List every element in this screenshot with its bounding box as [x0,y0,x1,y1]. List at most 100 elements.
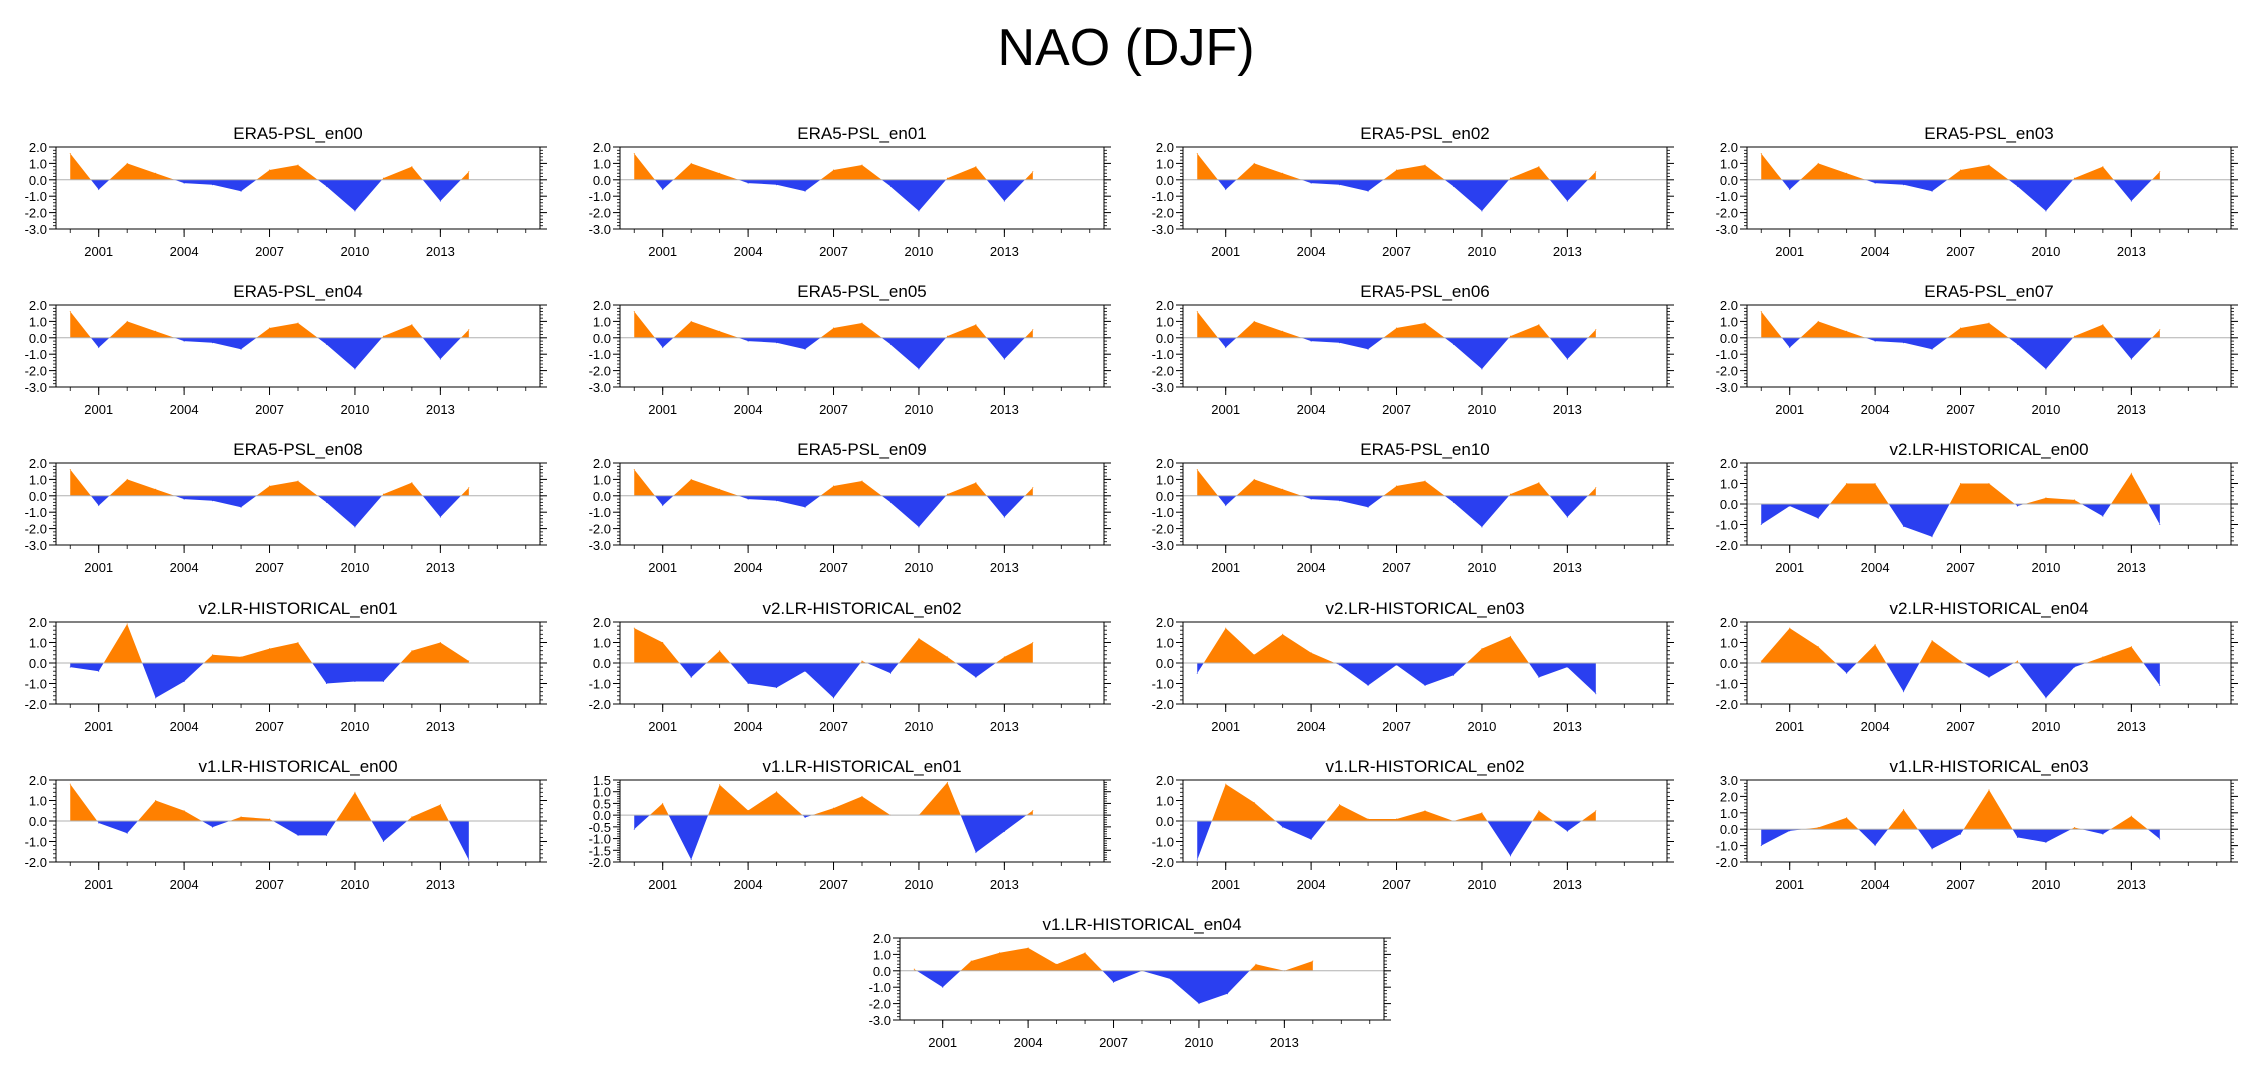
y-tick-label: -1.0 [589,505,611,520]
y-tick-label: 2.0 [873,931,891,946]
data-point [889,672,891,674]
data-point [946,656,948,658]
data-point [747,683,749,684]
panel-4: ERA5-PSL_en03 2.01.0 0.0-1.0 -2.0-3.0 2001 20… [1716,124,2238,259]
y-tick-label: -2.0 [1152,697,1174,712]
positive-area [634,782,1033,816]
data-point [98,822,100,824]
data-point [468,329,470,331]
y-tick-label: -2.0 [1152,364,1174,379]
data-point [382,335,384,337]
data-point [1003,656,1005,658]
x-tick-label: 2001 [648,402,677,417]
data-point [1509,855,1511,857]
data-point [1396,169,1398,171]
data-point [776,184,778,186]
x-tick-label: 2004 [1297,877,1326,892]
data-point [1367,685,1369,687]
panel-5: ERA5-PSL_en04 2.01.0 0.0-1.0 -2.0-3.0 2001 20… [25,282,547,417]
data-point [1032,171,1034,173]
data-point [776,342,778,344]
data-point [1003,358,1005,360]
data-point [2073,499,2075,501]
data-point [747,809,749,811]
data-point [411,482,413,484]
data-point [1874,483,1876,484]
data-point [1003,200,1005,202]
x-tick-label: 2013 [990,877,1019,892]
data-point [1874,644,1876,646]
data-point [1760,311,1762,313]
data-point [889,501,891,503]
x-tick-label: 2010 [2031,560,2060,575]
data-point [1595,810,1597,812]
y-tick-label: -2.0 [25,364,47,379]
data-point [1931,348,1933,350]
data-point [1509,177,1511,179]
data-point [1282,330,1284,332]
data-point [126,320,128,322]
y-tick-label: 1.5 [593,773,611,788]
data-point [690,859,692,861]
panel-title: v1.LR-HISTORICAL_en03 [1889,757,2088,776]
x-tick-label: 2013 [2117,402,2146,417]
x-tick-label: 2010 [2031,402,2060,417]
data-point [1367,190,1369,192]
data-point [240,656,242,658]
x-tick-label: 2007 [819,402,848,417]
plot-frame [1182,304,1668,388]
data-point [354,680,356,682]
x-tick-label: 2007 [819,877,848,892]
data-point [861,322,863,324]
data-point [1424,685,1426,687]
x-tick-label: 2004 [734,402,763,417]
data-point [1509,635,1511,637]
y-tick-label: 1.0 [29,636,47,651]
x-tick-label: 2007 [255,877,284,892]
data-point [1538,166,1540,168]
data-point [1846,172,1848,174]
data-point [1817,162,1819,164]
positive-area [634,153,1033,180]
y-tick-label: 1.0 [1156,794,1174,809]
panel-10: ERA5-PSL_en09 2.01.0 0.0-1.0 -2.0-3.0 2001 20… [589,440,1111,575]
data-point [1367,506,1369,508]
x-tick-label: 2001 [1211,560,1240,575]
y-tick-label: 2.0 [29,773,47,788]
y-tick-label: 1.0 [1156,472,1174,487]
y-tick-label: -1.0 [25,835,47,850]
x-tick-label: 2007 [1382,877,1411,892]
y-tick-label: -3.0 [25,538,47,553]
data-point [1226,993,1228,995]
data-point [2045,841,2047,843]
x-tick-label: 2010 [904,877,933,892]
data-point [1253,802,1255,804]
data-point [1988,676,1990,678]
data-point [183,680,185,682]
y-tick-label: 1.0 [1720,806,1738,821]
positive-area [1761,473,2160,504]
negative-area [1761,829,2160,849]
y-tick-label: -2.0 [1716,538,1738,553]
panel-19: v1.LR-HISTORICAL_en02 2.0 1.0 0.0 -1.0 -2.0 20… [1152,757,1674,892]
data-point [269,648,271,650]
panel-13: v2.LR-HISTORICAL_en01 2.0 1.0 0.0 -1.0 -2.0 20… [25,599,547,734]
negative-area [914,970,1313,1004]
data-point [240,506,242,508]
x-tick-label: 2004 [1297,719,1326,734]
data-point [1817,320,1819,322]
data-point [861,795,863,797]
y-tick-label: 1.0 [593,636,611,651]
x-tick-label: 2010 [2031,877,2060,892]
panel-12: v2.LR-HISTORICAL_en00 2.0 1.0 0.0 -1.0 -2.0 20… [1716,440,2238,575]
y-tick-label: 0.5 [593,796,611,811]
data-point [468,487,470,489]
data-point [1988,322,1990,324]
x-tick-label: 2001 [648,244,677,259]
y-tick-label: 0.0 [1720,656,1738,671]
x-tick-label: 2013 [426,244,455,259]
data-point [1027,947,1029,949]
data-point [155,172,157,174]
y-tick-label: -1.0 [589,677,611,692]
data-point [1032,642,1034,643]
